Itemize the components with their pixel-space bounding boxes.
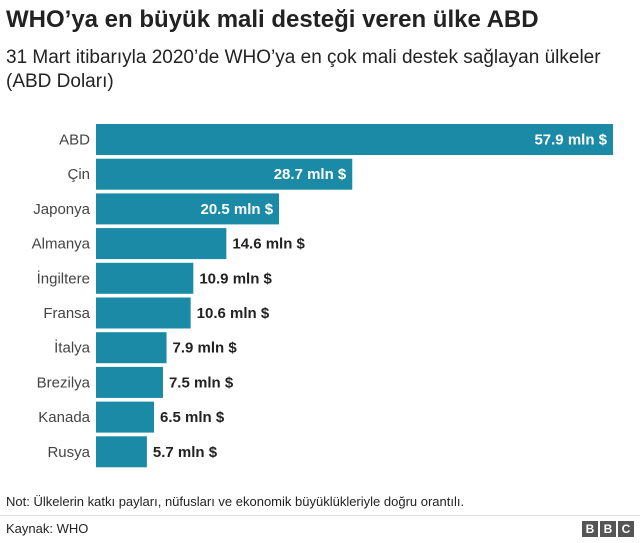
- bar: [96, 297, 191, 329]
- bbc-logo-letter: B: [582, 521, 598, 537]
- bar: [96, 193, 280, 225]
- source-label: Kaynak: WHO: [6, 521, 89, 536]
- category-label: İngiltere: [37, 269, 90, 287]
- bbc-logo: B B C: [582, 521, 634, 537]
- value-label: 10.6 mln $: [197, 305, 270, 322]
- category-label: ABD: [59, 132, 90, 149]
- bar: [96, 332, 167, 364]
- bar: [96, 124, 613, 155]
- value-label: 6.5 mln $: [160, 409, 225, 426]
- category-label: İtalya: [54, 339, 91, 357]
- category-label: Rusya: [47, 444, 90, 461]
- category-label: Brezilya: [37, 374, 91, 391]
- category-label: Fransa: [43, 305, 90, 322]
- category-label: Almanya: [32, 236, 91, 253]
- chart-subtitle: 31 Mart itibarıyla 2020’de WHO’ya en çok…: [6, 47, 601, 92]
- bar: [96, 436, 147, 468]
- value-label: 20.5 mln $: [201, 201, 274, 218]
- bar: [96, 262, 194, 294]
- footnote: Not: Ülkelerin katkı payları, nüfusları …: [6, 494, 465, 509]
- bar: [96, 158, 353, 190]
- value-label: 28.7 mln $: [274, 166, 347, 183]
- category-label: Japonya: [33, 201, 90, 218]
- bbc-logo-letter: C: [618, 521, 634, 537]
- chart-title: WHO’ya en büyük mali desteği veren ülke …: [6, 6, 539, 33]
- bar: [96, 228, 227, 260]
- bar: [96, 401, 155, 433]
- bar-chart: ABD 57.9 mln $ Çin 28.7 mln $ Japonya 20.5 ml…: [32, 124, 613, 468]
- bar: [96, 366, 163, 398]
- value-label: 57.9 mln $: [534, 132, 607, 149]
- footer-divider: [0, 515, 640, 516]
- value-label: 5.7 mln $: [153, 444, 218, 461]
- value-label: 14.6 mln $: [232, 236, 305, 253]
- value-label: 7.9 mln $: [173, 340, 238, 357]
- value-label: 10.9 mln $: [199, 270, 272, 287]
- category-label: Kanada: [38, 409, 90, 426]
- value-label: 7.5 mln $: [169, 374, 234, 391]
- bbc-logo-letter: B: [600, 521, 616, 537]
- category-label: Çin: [67, 166, 90, 183]
